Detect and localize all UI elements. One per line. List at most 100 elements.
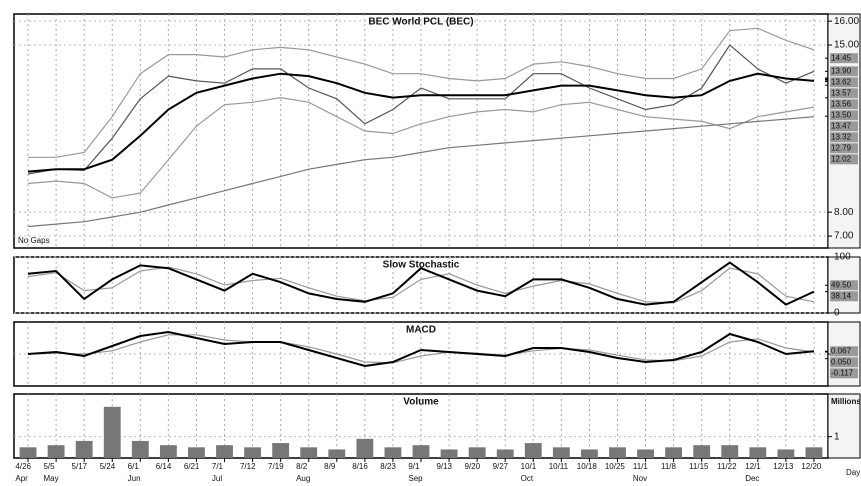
x-tick-label: 11/8 xyxy=(661,462,677,471)
y-tick-label: 16.00 xyxy=(834,16,859,27)
volume-bar xyxy=(496,449,514,458)
volume-bar xyxy=(665,447,683,458)
volume-bar xyxy=(609,447,626,458)
volume-bar xyxy=(384,447,402,458)
series-line xyxy=(27,72,815,173)
volume-bar xyxy=(131,440,149,458)
y-tick-label: 100 xyxy=(834,252,851,263)
panel-title: BEC World PCL (BEC) xyxy=(368,17,473,28)
volume-bar xyxy=(159,445,177,458)
month-label: Dec xyxy=(745,474,759,483)
value-tag-box xyxy=(830,110,858,121)
value-tag-box xyxy=(830,154,858,165)
volume-bar xyxy=(552,447,570,458)
x-tick-label: 5/24 xyxy=(100,462,116,471)
value-tag: 13.47 xyxy=(831,121,852,130)
value-tag: 38.14 xyxy=(831,291,852,300)
value-tag: 12.79 xyxy=(831,143,852,152)
y-tick-label: 7.00 xyxy=(834,231,854,242)
x-tick-label: 8/23 xyxy=(380,462,396,471)
x-tick-label: 12/13 xyxy=(773,462,794,471)
x-tick-label: 12/20 xyxy=(801,462,822,471)
x-tick-label: 5/17 xyxy=(72,462,88,471)
volume-bar xyxy=(721,445,739,458)
value-tag-box xyxy=(830,77,858,88)
series-line xyxy=(27,44,815,175)
series-line xyxy=(27,96,815,199)
x-tick-label: 6/14 xyxy=(156,462,172,471)
value-tag: 13.56 xyxy=(831,99,852,108)
x-tick-label: 9/13 xyxy=(436,462,452,471)
volume-bar xyxy=(356,438,374,458)
value-tag: 0.067 xyxy=(831,346,852,355)
panel-title: Slow Stochastic xyxy=(383,260,460,271)
x-tick-label: 5/5 xyxy=(43,462,55,471)
x-tick-label: 7/19 xyxy=(268,462,284,471)
y-tick-label: 0 xyxy=(834,308,840,319)
volume-bar xyxy=(188,447,205,458)
value-tag: 0.050 xyxy=(831,357,852,366)
value-tag-box xyxy=(830,121,858,132)
value-tag-box xyxy=(830,357,858,368)
value-tag: -0.117 xyxy=(831,368,854,377)
value-tag: 13.32 xyxy=(831,132,852,141)
value-tag-box xyxy=(830,346,858,357)
x-tick-label: 11/15 xyxy=(689,462,709,471)
x-tick-label: 7/1 xyxy=(212,462,224,471)
month-label: Jun xyxy=(128,474,141,483)
x-tick-label: 4/26 xyxy=(15,462,31,471)
volume-bar xyxy=(580,449,598,458)
x-tick-label: 9/27 xyxy=(493,462,509,471)
series-line xyxy=(27,266,815,304)
panel-title: MACD xyxy=(406,325,436,336)
volume-bar xyxy=(777,449,795,458)
volume-bar xyxy=(244,447,262,458)
volume-bar xyxy=(103,406,121,458)
volume-bar xyxy=(468,447,486,458)
y-tick-label: 15.00 xyxy=(834,40,859,51)
volume-bar xyxy=(19,447,37,458)
volume-bar xyxy=(300,447,318,458)
month-label: Nov xyxy=(633,474,647,483)
value-tag-box xyxy=(830,99,858,110)
value-tag-box xyxy=(830,368,858,379)
series-line xyxy=(27,116,815,228)
volume-bar xyxy=(637,449,654,458)
value-tag: 13.62 xyxy=(831,77,852,86)
volume-bar xyxy=(216,445,233,458)
x-tick-label: 9/1 xyxy=(408,462,420,471)
volume-bar xyxy=(524,443,542,458)
month-label: Apr xyxy=(15,474,28,483)
value-tag-box xyxy=(830,143,858,154)
month-label: Oct xyxy=(521,474,534,483)
month-label: Aug xyxy=(296,474,310,483)
x-axis-label: Day xyxy=(846,468,860,477)
volume-bar xyxy=(328,449,346,458)
panel-title: Volume xyxy=(403,397,439,408)
volume-bar xyxy=(440,449,458,458)
x-tick-label: 11/22 xyxy=(717,462,737,471)
volume-bar xyxy=(75,440,93,458)
series-line xyxy=(27,330,815,368)
value-tag: 13.50 xyxy=(831,110,852,119)
volume-bar xyxy=(412,445,430,458)
month-label: Sep xyxy=(408,474,423,483)
value-tag: 12.02 xyxy=(831,154,852,163)
value-tag-box xyxy=(830,88,858,99)
x-tick-label: 10/11 xyxy=(549,462,569,471)
x-tick-label: 6/1 xyxy=(128,462,140,471)
x-tick-label: 8/2 xyxy=(296,462,308,471)
value-tag: 13.90 xyxy=(831,66,852,75)
x-tick-label: 11/1 xyxy=(633,462,649,471)
x-tick-label: 7/12 xyxy=(240,462,256,471)
series-line xyxy=(27,334,815,364)
value-tag-box xyxy=(830,132,858,143)
value-tag: 13.57 xyxy=(831,88,852,97)
volume-bar xyxy=(47,445,65,458)
series-line xyxy=(28,27,815,158)
annotation: No Gaps xyxy=(18,236,50,245)
value-tag: 49.50 xyxy=(831,280,852,289)
y-tick-label: 8.00 xyxy=(834,207,854,218)
value-tag-box xyxy=(830,66,858,77)
